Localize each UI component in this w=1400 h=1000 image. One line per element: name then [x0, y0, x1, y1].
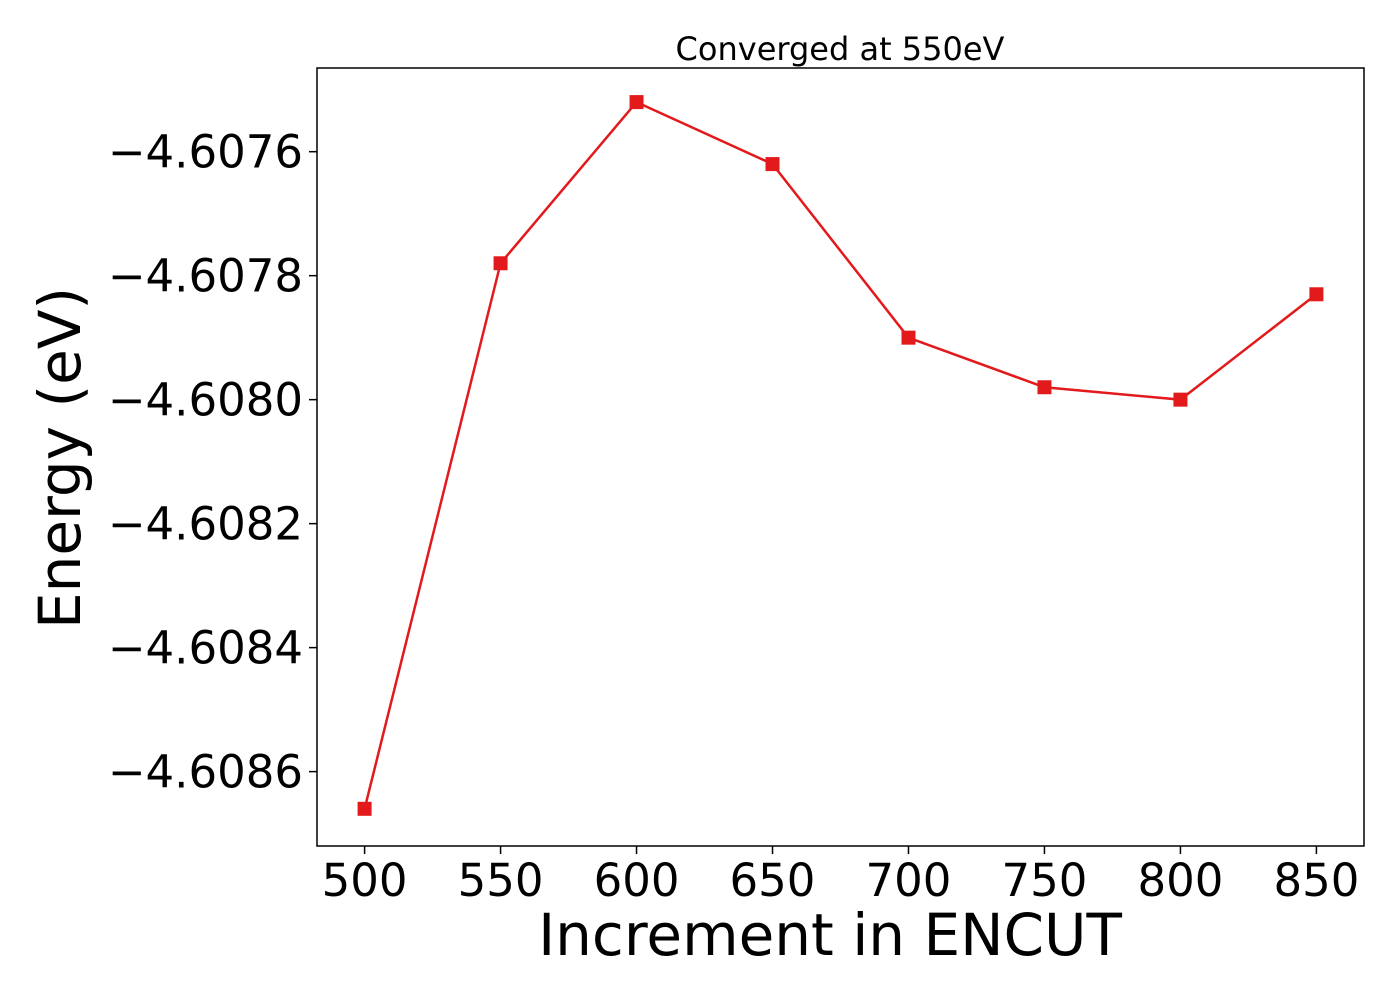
- x-tick-label: 500: [322, 854, 408, 907]
- series-line: [363, 100, 1318, 810]
- data-point-marker: [765, 157, 780, 172]
- y-axis-label: Energy (eV): [26, 287, 94, 629]
- y-tick-label: −4.6078: [108, 250, 303, 303]
- y-tick-label: −4.6076: [108, 126, 303, 179]
- x-tick-label: 600: [594, 854, 680, 907]
- data-point-marker: [1037, 380, 1052, 395]
- x-tick-label: 650: [730, 854, 816, 907]
- x-tick-label: 800: [1137, 854, 1223, 907]
- y-tick-label: −4.6086: [108, 746, 303, 799]
- chart-title: Converged at 550eV: [676, 30, 1005, 68]
- y-tick-label: −4.6082: [108, 498, 303, 551]
- plot-area: [357, 95, 1324, 816]
- data-point-marker: [493, 256, 508, 271]
- y-tick-label: −4.6084: [108, 622, 303, 675]
- data-point-marker: [629, 95, 644, 110]
- data-point-marker: [1309, 287, 1324, 302]
- data-point-marker: [901, 330, 916, 345]
- x-tick-label: 550: [458, 854, 544, 907]
- x-tick-label: 750: [1002, 854, 1088, 907]
- data-point-marker: [357, 801, 372, 816]
- x-axis: 500 550 600 650 700 750 800 850: [322, 846, 1359, 907]
- data-point-marker: [1173, 392, 1188, 407]
- plot-frame: [316, 67, 1365, 847]
- y-tick-label: −4.6080: [108, 374, 303, 427]
- y-axis: −4.6086 −4.6084 −4.6082 −4.6080 −4.6078 −4.60…: [108, 126, 317, 799]
- x-tick-label: 700: [866, 854, 952, 907]
- x-axis-label: Increment in ENCUT: [538, 901, 1122, 969]
- x-tick-label: 850: [1273, 854, 1359, 907]
